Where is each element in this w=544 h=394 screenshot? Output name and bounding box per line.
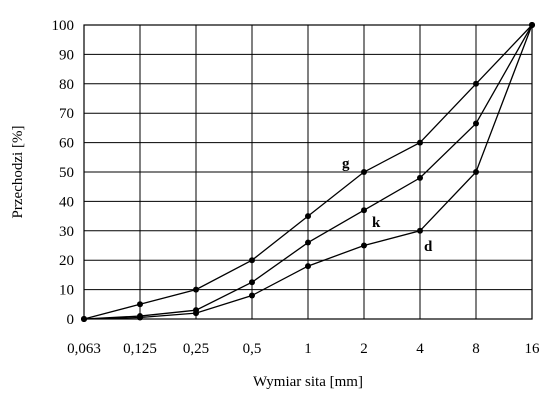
series-label-g: g [342, 156, 350, 172]
data-point-g [305, 213, 311, 220]
data-point-d [137, 314, 143, 321]
y-tick-label: 10 [59, 283, 74, 299]
x-axis-title: Wymiar sita [mm] [253, 374, 363, 390]
data-point-g [249, 257, 255, 264]
data-point-k [249, 279, 255, 286]
y-tick-label: 80 [59, 77, 74, 93]
data-point-d [305, 263, 311, 270]
data-point-d [473, 169, 479, 175]
data-point-k [473, 120, 479, 127]
data-point-d [249, 292, 255, 299]
data-point-k [417, 174, 423, 181]
data-point-d [417, 227, 423, 234]
data-point-d [193, 310, 199, 317]
x-tick-label: 4 [416, 341, 424, 357]
data-point-g [473, 80, 479, 87]
y-tick-label: 60 [59, 136, 74, 152]
x-tick-label: 8 [472, 341, 480, 357]
y-tick-label: 50 [59, 165, 74, 181]
data-point-g [193, 286, 199, 293]
x-tick-labels: 0,063 0,125 0,25 0,5 1 2 4 8 16 [67, 341, 540, 357]
plot-frame [83, 24, 533, 320]
series-label-k: k [372, 215, 381, 231]
y-tick-label: 40 [59, 194, 74, 210]
x-tick-label: 0,25 [183, 341, 209, 357]
grid-lines [83, 24, 533, 320]
data-point-d [529, 22, 535, 28]
data-point-d [81, 316, 87, 322]
data-point-k [305, 239, 311, 246]
data-point-k [361, 207, 367, 214]
data-point-d [361, 242, 367, 249]
y-tick-label: 30 [59, 224, 74, 240]
x-tick-label: 0,5 [243, 341, 262, 357]
x-tick-label: 2 [360, 341, 368, 357]
x-tick-label: 0,125 [123, 341, 157, 357]
x-tick-label: 1 [304, 341, 312, 357]
y-tick-label: 20 [59, 253, 74, 269]
x-tick-label: 16 [525, 341, 541, 357]
data-point-g [417, 139, 423, 146]
data-point-g [361, 169, 367, 175]
y-tick-label: 70 [59, 106, 74, 122]
y-tick-label: 0 [67, 312, 75, 328]
y-tick-label: 100 [52, 18, 75, 34]
y-tick-label: 90 [59, 47, 74, 63]
series-d: d [81, 22, 535, 322]
y-axis-title: Przechodzi [%] [10, 126, 26, 219]
series-label-d: d [424, 239, 433, 255]
y-tick-labels: 0 10 20 30 40 50 60 70 80 90 100 [52, 18, 75, 328]
data-point-g [137, 301, 143, 308]
series-layer: g k d [81, 22, 535, 322]
x-tick-label: 0,063 [67, 341, 101, 357]
